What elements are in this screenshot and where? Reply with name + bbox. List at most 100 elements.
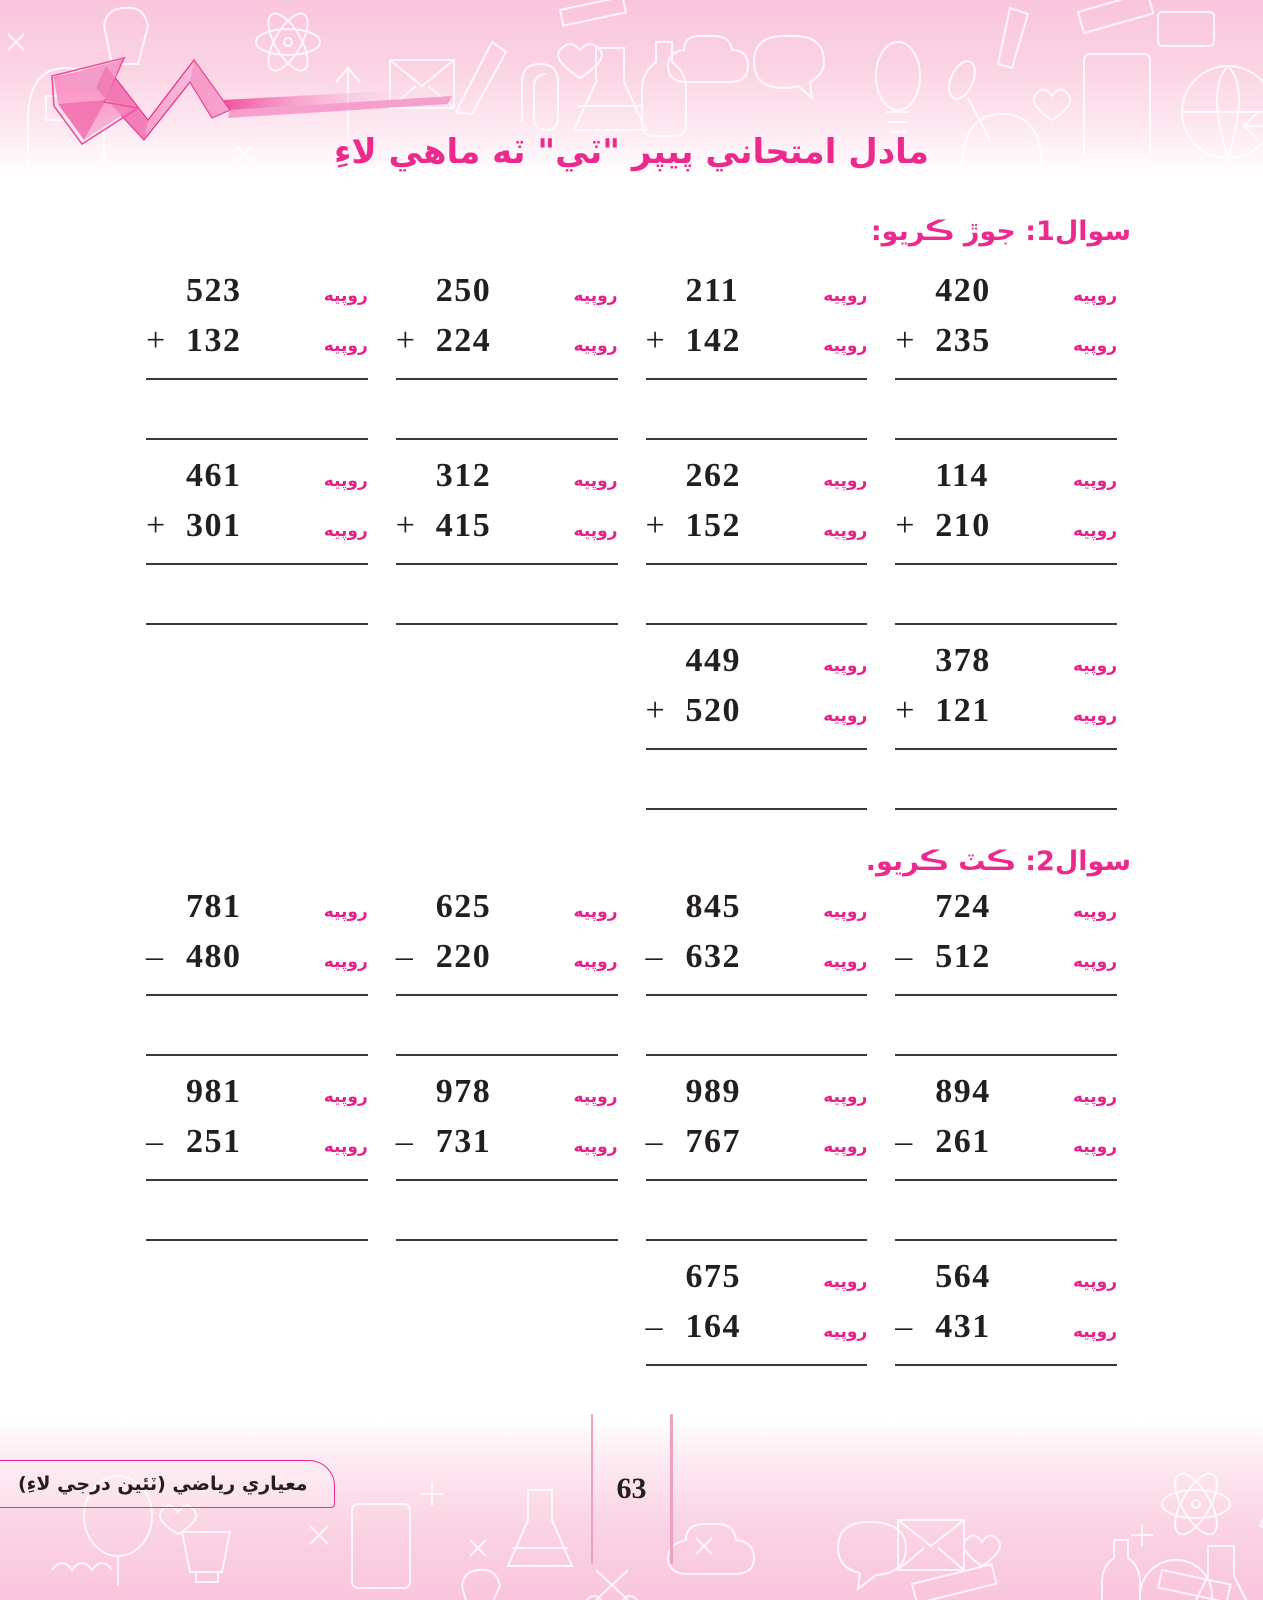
operator-placeholder: +: [646, 457, 680, 495]
answer-space[interactable]: [146, 565, 368, 617]
sum-rule-bottom: [645, 808, 868, 810]
footer-subject-label: معياري رياضي (ٽئين درجي لاءِ): [18, 1473, 308, 1495]
operand-bottom: 121: [935, 692, 991, 729]
operator-placeholder: +: [396, 457, 430, 495]
operand-bottom: 301: [186, 507, 242, 544]
operand-bottom-line: روپيه 632 –: [646, 938, 868, 988]
unit-label: روپيه: [323, 952, 368, 972]
operand-top: 523: [186, 272, 242, 309]
operator-symbol: +: [146, 322, 166, 359]
operand-bottom-line: روپيه 512 –: [895, 938, 1117, 988]
unit-label: روپيه: [323, 1137, 368, 1157]
operand-bottom: 251: [186, 1123, 242, 1160]
sum-rule-top: [146, 378, 368, 380]
operand-top: 845: [685, 888, 741, 925]
operand-top: 781: [186, 888, 242, 925]
answer-space[interactable]: [895, 380, 1117, 432]
operator-placeholder: -: [146, 888, 180, 926]
operator-placeholder: +: [146, 457, 180, 495]
answer-space[interactable]: [146, 996, 368, 1048]
difference-rule-top: [146, 1179, 368, 1181]
operand-top-line: روپيه 894 -: [895, 1073, 1117, 1123]
operand-bottom-line: روپيه 520 +: [646, 692, 868, 742]
unit-label: روپيه: [1073, 471, 1117, 491]
sum-rule-bottom: [895, 623, 1117, 625]
operator-placeholder: +: [895, 272, 929, 310]
unit-label: روپيه: [1073, 336, 1117, 356]
operand-bottom-line: روپيه 431 –: [895, 1308, 1117, 1358]
answer-space[interactable]: [396, 996, 618, 1048]
operator-symbol: +: [895, 507, 915, 544]
operand-bottom-line: روپيه 210 +: [895, 507, 1117, 557]
unit-label: روپيه: [323, 1087, 368, 1107]
operator-placeholder: +: [895, 457, 929, 495]
section-heading-question-2: سوال2: ڪٽ ڪريو.: [865, 846, 1131, 877]
operand-bottom-line: روپيه 415 +: [396, 507, 618, 557]
unit-label: روپيه: [1073, 1322, 1117, 1342]
answer-space[interactable]: [396, 565, 618, 617]
addition-problem: روپيه 378 + روپيه 121 +: [895, 642, 1117, 810]
operator-placeholder: -: [396, 1073, 430, 1111]
answer-space[interactable]: [396, 1181, 618, 1233]
operator-symbol: +: [395, 507, 415, 544]
problem-cell: روپيه 625 - روپيه 220 –: [382, 888, 632, 1073]
operand-top-line: روپيه 781 -: [146, 888, 368, 938]
problem-cell: روپيه 250 + روپيه 224 +: [382, 272, 632, 457]
difference-rule-bottom: [146, 1054, 368, 1056]
footer-subject-tab: معياري رياضي (ٽئين درجي لاءِ): [0, 1460, 335, 1508]
unit-label: روپيه: [1073, 706, 1117, 726]
answer-space[interactable]: [396, 380, 618, 432]
problem-row: روپيه 724 - روپيه 512 –: [132, 888, 1131, 1073]
answer-space[interactable]: [146, 380, 368, 432]
answer-space[interactable]: [646, 1181, 868, 1233]
operand-top: 211: [685, 272, 740, 309]
answer-space[interactable]: [646, 380, 868, 432]
operand-top-line: روپيه 262 +: [646, 457, 868, 507]
unit-label: روپيه: [823, 1137, 868, 1157]
operand-top-line: روپيه 675 -: [646, 1258, 868, 1308]
operand-top: 981: [186, 1073, 242, 1110]
problem-row: روپيه 114 + روپيه 210 +: [132, 457, 1131, 642]
operator-symbol: +: [645, 692, 665, 729]
operator-placeholder: -: [646, 1073, 680, 1111]
problem-cell: روپيه 420 + روپيه 235 +: [881, 272, 1131, 457]
answer-space[interactable]: [895, 996, 1117, 1048]
answer-space[interactable]: [646, 750, 868, 802]
operator-placeholder: +: [646, 642, 680, 680]
answer-space[interactable]: [895, 750, 1117, 802]
operand-top: 262: [685, 457, 741, 494]
operand-top: 449: [685, 642, 741, 679]
answer-space[interactable]: [646, 565, 868, 617]
operand-bottom-line: روپيه 767 –: [646, 1123, 868, 1173]
unit-label: روپيه: [823, 521, 868, 541]
operator-symbol: –: [645, 1308, 663, 1345]
answer-space[interactable]: [146, 1181, 368, 1233]
answer-space[interactable]: [895, 1181, 1117, 1233]
sum-rule-bottom: [146, 623, 368, 625]
sum-rule-bottom: [645, 438, 868, 440]
unit-label: روپيه: [823, 1087, 868, 1107]
subtraction-problem: روپيه 564 - روپيه 431 –: [895, 1258, 1117, 1426]
operand-top-line: روپيه 378 +: [895, 642, 1117, 692]
operand-top-line: روپيه 420 +: [895, 272, 1117, 322]
operand-top-line: روپيه 724 -: [895, 888, 1117, 938]
unit-label: روپيه: [1073, 952, 1117, 972]
answer-space[interactable]: [895, 565, 1117, 617]
sum-rule-top: [395, 378, 618, 380]
answer-space[interactable]: [646, 996, 868, 1048]
addition-problem: روپيه 312 + روپيه 415 +: [395, 457, 618, 625]
operator-symbol: –: [645, 1123, 663, 1160]
answer-space[interactable]: [895, 1366, 1117, 1418]
operand-bottom-line: روپيه 261 –: [895, 1123, 1117, 1173]
operator-symbol: +: [895, 692, 915, 729]
problem-cell: روپيه 312 + روپيه 415 +: [382, 457, 632, 642]
problem-cell: روپيه 989 - روپيه 767 –: [632, 1073, 882, 1258]
answer-space[interactable]: [646, 1366, 868, 1418]
unit-label: روپيه: [1073, 1087, 1117, 1107]
page-number-container: 63: [590, 1414, 673, 1564]
operand-top: 420: [935, 272, 991, 309]
operator-symbol: –: [895, 938, 913, 975]
operator-placeholder: +: [146, 272, 180, 310]
subtraction-problem: روپيه 675 - روپيه 164 –: [645, 1258, 868, 1426]
difference-rule-bottom: [895, 1424, 1117, 1426]
